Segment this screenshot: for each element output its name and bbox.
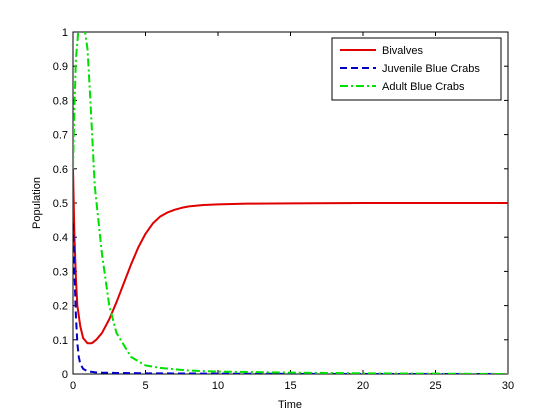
x-axis-ticks: 0 5 10 15 20 25 30 xyxy=(70,32,514,392)
y-tick-label: 0 xyxy=(62,369,68,381)
y-tick-label: 0.3 xyxy=(53,266,68,278)
y-axis-ticks: 0 0.1 0.2 0.3 0.4 0.5 0.6 0.7 0.8 0.9 1 xyxy=(53,27,508,381)
y-tick-label: 0.4 xyxy=(53,232,68,244)
legend-label: Adult Blue Crabs xyxy=(382,81,465,93)
x-tick-label: 30 xyxy=(502,380,514,392)
x-tick-label: 0 xyxy=(70,380,76,392)
y-tick-label: 0.6 xyxy=(53,164,68,176)
y-tick-label: 0.7 xyxy=(53,130,68,142)
x-tick-label: 15 xyxy=(284,380,296,392)
y-tick-label: 0.1 xyxy=(53,335,68,347)
series-line-juvenile-blue-crabs xyxy=(73,223,508,374)
legend-label: Bivalves xyxy=(382,45,423,57)
y-tick-label: 0.2 xyxy=(53,301,68,313)
y-tick-label: 0.8 xyxy=(53,95,68,107)
legend-box xyxy=(331,37,502,101)
x-tick-label: 5 xyxy=(142,380,148,392)
legend: Bivalves Juvenile Blue Crabs Adult Blue Cr… xyxy=(331,37,502,101)
series-layer xyxy=(73,32,508,374)
series-line-bivalves xyxy=(73,168,508,345)
y-tick-label: 1 xyxy=(62,27,68,39)
x-tick-label: 10 xyxy=(212,380,224,392)
legend-label: Juvenile Blue Crabs xyxy=(382,63,480,75)
x-tick-label: 25 xyxy=(429,380,441,392)
x-tick-label: 20 xyxy=(357,380,369,392)
series-line-adult-blue-crabs xyxy=(73,32,508,374)
x-axis-label: Time xyxy=(278,399,302,411)
y-tick-label: 0.9 xyxy=(53,61,68,73)
y-tick-label: 0.5 xyxy=(53,198,68,210)
y-axis-label: Population xyxy=(31,177,43,229)
